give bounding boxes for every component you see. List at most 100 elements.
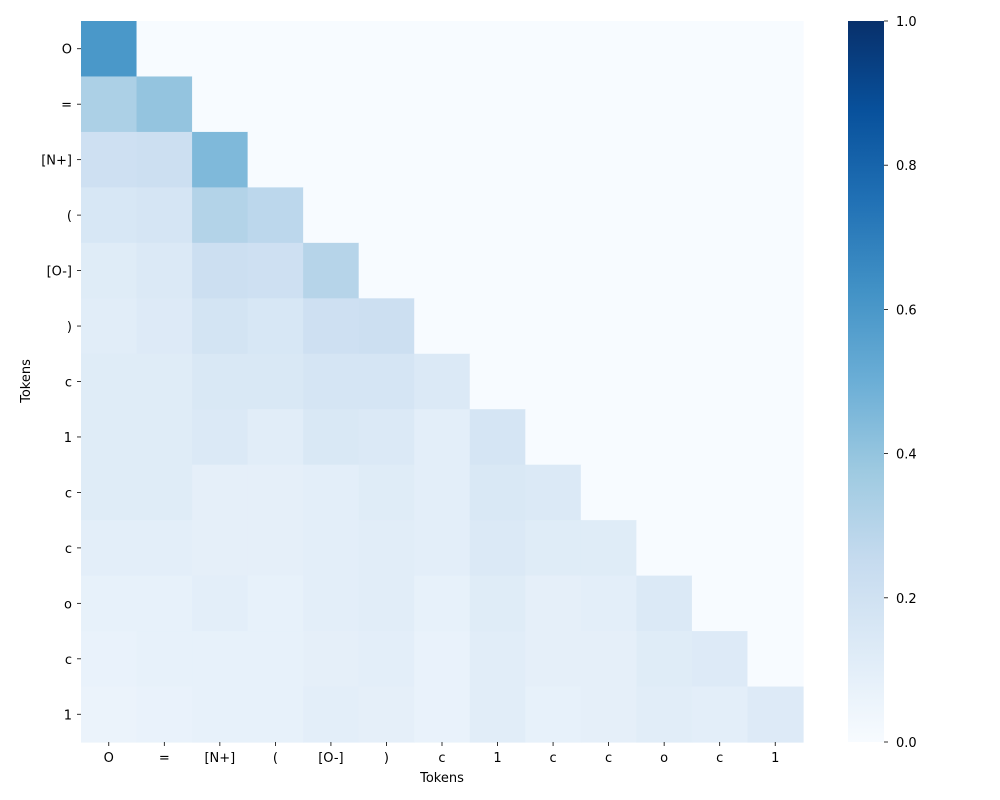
heatmap-cell [136, 575, 193, 632]
heatmap-cell [414, 409, 471, 466]
heatmap-cell [358, 575, 415, 632]
colorbar-tick-label: 0.4 [896, 448, 917, 463]
heatmap-cell [247, 298, 304, 355]
heatmap-cell [469, 686, 526, 743]
y-tick-label: = [61, 98, 72, 113]
heatmap-cell [636, 686, 693, 743]
heatmap-cell [636, 353, 693, 410]
heatmap-cell [414, 464, 471, 521]
heatmap-cell [469, 21, 526, 78]
heatmap-cell [247, 631, 304, 688]
heatmap-cell [691, 187, 749, 244]
heatmap-cell [691, 520, 749, 577]
heatmap-cell [247, 76, 304, 133]
heatmap-cell [303, 353, 360, 410]
heatmap-cell [358, 464, 415, 521]
heatmap-cell [580, 131, 637, 188]
heatmap-cell [525, 298, 582, 355]
heatmap-cell [247, 520, 304, 577]
heatmap-cell [247, 353, 304, 410]
heatmap-cell [303, 464, 360, 521]
heatmap-cell [247, 187, 304, 244]
heatmap-cell [580, 409, 637, 466]
heatmap-cell [136, 242, 193, 299]
heatmap-cell [136, 21, 193, 78]
heatmap-cell [247, 131, 304, 188]
heatmap-cell [636, 131, 693, 188]
heatmap-cell [525, 76, 582, 133]
x-tick-label: 1 [771, 751, 779, 766]
heatmap-cell [136, 631, 193, 688]
heatmap-cell [303, 575, 360, 632]
x-axis-ticks: O = [N+] ([O-]) c 1 c c o c 1 [104, 742, 779, 766]
heatmap-cell [525, 464, 582, 521]
heatmap-cell [747, 686, 804, 743]
heatmap-cell [192, 21, 249, 78]
x-axis-title: Tokens [419, 771, 464, 786]
heatmap-cell [358, 76, 415, 133]
heatmap-cell [192, 187, 249, 244]
heatmap-cell [358, 520, 415, 577]
heatmap-cell [81, 187, 138, 244]
heatmap-cell [247, 21, 304, 78]
heatmap-cell [469, 409, 526, 466]
colorbar-tick-label: 0.6 [896, 303, 917, 318]
heatmap-cell [303, 298, 360, 355]
heatmap-cell [636, 242, 693, 299]
heatmap-cell [747, 575, 804, 632]
x-tick-label: = [159, 751, 170, 766]
x-tick-label: c [549, 751, 556, 766]
heatmap-cell [691, 353, 749, 410]
heatmap-cell [525, 409, 582, 466]
heatmap-cell [580, 353, 637, 410]
heatmap-cell [81, 464, 138, 521]
heatmap-cell [358, 242, 415, 299]
heatmap-cell [414, 131, 471, 188]
colorbar-tick-label: 0.0 [896, 736, 917, 751]
heatmap-cell [414, 298, 471, 355]
y-tick-label: [O-] [47, 265, 72, 280]
heatmap-cell [469, 353, 526, 410]
heatmap-cell [525, 242, 582, 299]
y-tick-label: c [65, 542, 72, 557]
heatmap-cell [636, 21, 693, 78]
heatmap-cells [81, 21, 804, 743]
heatmap-cell [358, 21, 415, 78]
heatmap-cell [747, 631, 804, 688]
heatmap-cell [469, 187, 526, 244]
heatmap-cell [192, 76, 249, 133]
heatmap-cell [414, 76, 471, 133]
heatmap-cell [469, 631, 526, 688]
heatmap-cell [469, 298, 526, 355]
heatmap-cell [747, 76, 804, 133]
heatmap-cell [469, 131, 526, 188]
heatmap-cell [636, 520, 693, 577]
heatmap-cell [247, 575, 304, 632]
heatmap-cell [691, 631, 749, 688]
heatmap-cell [136, 464, 193, 521]
heatmap-cell [81, 575, 138, 632]
heatmap-cell [303, 631, 360, 688]
heatmap-cell [358, 686, 415, 743]
y-tick-label: c [65, 376, 72, 391]
heatmap-cell [303, 131, 360, 188]
x-tick-label: c [605, 751, 612, 766]
heatmap-cell [469, 76, 526, 133]
heatmap-cell [691, 21, 749, 78]
y-tick-label: o [64, 597, 72, 612]
x-tick-label: c [716, 751, 723, 766]
heatmap-cell [81, 21, 138, 78]
heatmap-cell [303, 686, 360, 743]
heatmap-cell [691, 298, 749, 355]
heatmap-cell [358, 409, 415, 466]
heatmap-cell [580, 187, 637, 244]
heatmap-cell [192, 353, 249, 410]
y-tick-label: 1 [64, 708, 72, 723]
heatmap-cell [81, 76, 138, 133]
heatmap-cell [636, 464, 693, 521]
heatmap-cell [303, 187, 360, 244]
heatmap-cell [747, 464, 804, 521]
heatmap-cell [636, 575, 693, 632]
y-axis-title: Tokens [19, 359, 34, 404]
